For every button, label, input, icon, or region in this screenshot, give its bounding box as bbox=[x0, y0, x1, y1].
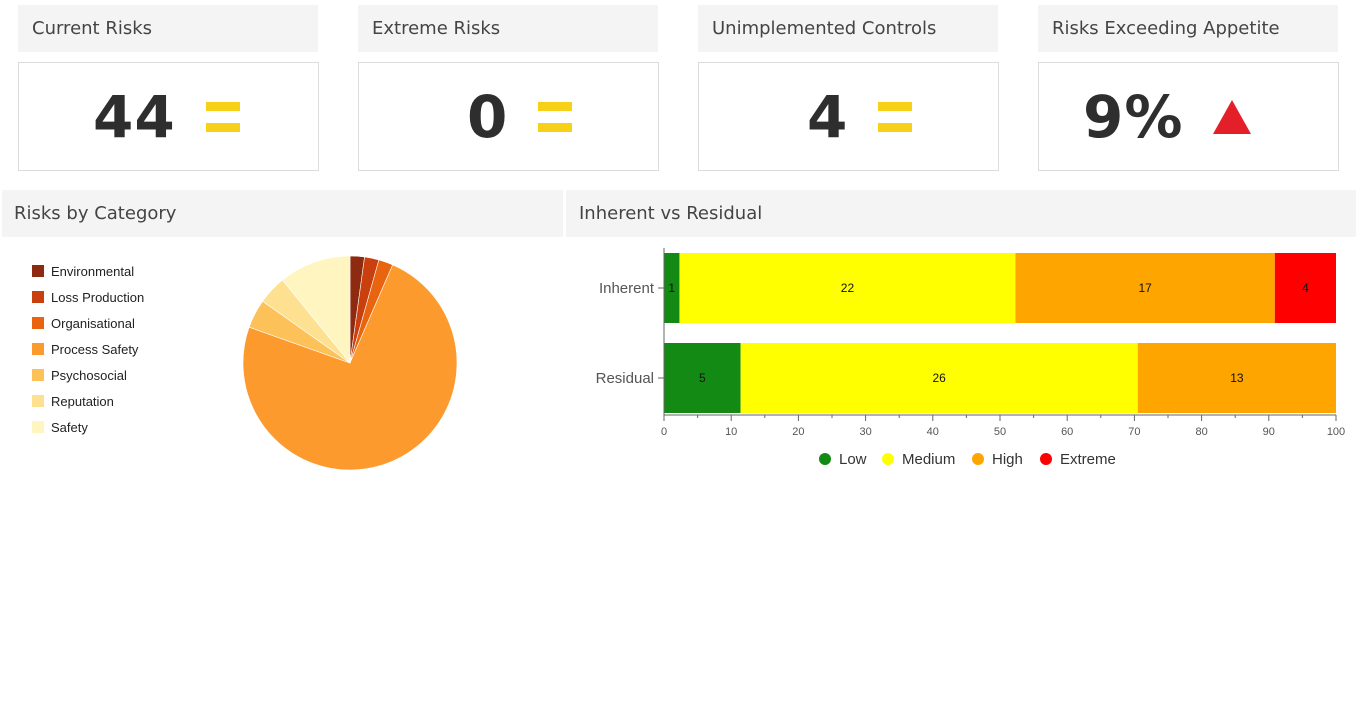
bar-segment-high-residual[interactable] bbox=[1137, 343, 1336, 413]
legend-item[interactable]: Organisational bbox=[32, 310, 144, 336]
legend-label: Process Safety bbox=[51, 341, 139, 357]
kpi-title-unimplemented-controls: Unimplemented Controls bbox=[698, 5, 998, 52]
legend-marker-low bbox=[819, 453, 831, 465]
bar-data-label: 17 bbox=[1138, 281, 1152, 295]
bar-data-label: 22 bbox=[841, 281, 855, 295]
x-tick-label: 30 bbox=[859, 426, 871, 438]
legend-swatch bbox=[32, 291, 44, 303]
legend-swatch bbox=[32, 395, 44, 407]
legend-item[interactable]: Process Safety bbox=[32, 336, 144, 362]
legend-item[interactable]: Psychosocial bbox=[32, 362, 144, 388]
legend-item[interactable]: Loss Production bbox=[32, 284, 144, 310]
legend-swatch bbox=[32, 343, 44, 355]
equal-trend-icon bbox=[878, 101, 913, 132]
legend-item[interactable]: Environmental bbox=[32, 258, 144, 284]
legend-label: Environmental bbox=[51, 263, 135, 279]
bar-data-label: 5 bbox=[699, 371, 706, 385]
kpi-card-extreme-risks[interactable]: 0 bbox=[358, 62, 659, 171]
legend-swatch bbox=[32, 421, 44, 433]
stacked-bar-chart: Inherent 1 22 17 4 Residual 5 26 13 0 10 20 30 40 50 60… bbox=[596, 248, 1345, 468]
kpi-value: 4 bbox=[807, 82, 849, 151]
x-tick-label: 20 bbox=[792, 426, 804, 438]
legend-label-medium[interactable]: Medium bbox=[902, 451, 955, 468]
legend-marker-high bbox=[972, 453, 984, 465]
category-label: Inherent bbox=[599, 280, 655, 297]
legend-label: Organisational bbox=[51, 315, 135, 331]
pie-legend: Environmental Loss Production Organisation… bbox=[32, 258, 144, 440]
legend-label: Reputation bbox=[51, 393, 114, 409]
bar-data-label: 13 bbox=[1230, 371, 1244, 385]
category-label: Residual bbox=[596, 370, 654, 387]
equal-trend-icon bbox=[538, 101, 573, 132]
pie-slice-safety[interactable] bbox=[282, 255, 351, 364]
bar-data-label: 1 bbox=[668, 281, 675, 295]
kpi-title-current-risks: Current Risks bbox=[18, 5, 318, 52]
x-tick-label: 50 bbox=[994, 426, 1006, 438]
bar-segment-low-inherent[interactable] bbox=[664, 253, 680, 323]
pie-chart bbox=[242, 255, 458, 471]
bar-segment-medium-inherent[interactable] bbox=[679, 253, 1016, 323]
kpi-value: 0 bbox=[467, 82, 509, 151]
pie-slice-process-safety[interactable] bbox=[242, 264, 458, 471]
kpi-value: 44 bbox=[93, 82, 176, 151]
legend-swatch bbox=[32, 369, 44, 381]
x-tick-label: 90 bbox=[1263, 426, 1275, 438]
x-tick-label: 60 bbox=[1061, 426, 1073, 438]
kpi-card-current-risks[interactable]: 44 bbox=[18, 62, 319, 171]
up-triangle-icon bbox=[1213, 99, 1252, 134]
legend-marker-medium bbox=[882, 453, 894, 465]
bar-data-label: 26 bbox=[933, 371, 947, 385]
bar-data-label: 4 bbox=[1302, 281, 1309, 295]
bar-segment-high-inherent[interactable] bbox=[1015, 253, 1275, 323]
x-tick-label: 70 bbox=[1128, 426, 1140, 438]
legend-marker-extreme bbox=[1040, 453, 1052, 465]
bar-segment-low-residual[interactable] bbox=[664, 343, 741, 413]
legend-label-high[interactable]: High bbox=[992, 451, 1023, 468]
legend-swatch bbox=[32, 265, 44, 277]
legend-swatch bbox=[32, 317, 44, 329]
x-tick-label: 10 bbox=[725, 426, 737, 438]
legend-label-extreme[interactable]: Extreme bbox=[1060, 451, 1116, 468]
bar-segment-medium-residual[interactable] bbox=[740, 343, 1138, 413]
x-tick-label: 0 bbox=[661, 426, 667, 438]
legend-label: Loss Production bbox=[51, 289, 145, 305]
kpi-card-unimplemented-controls[interactable]: 4 bbox=[698, 62, 999, 171]
kpi-value: 9% bbox=[1083, 82, 1184, 151]
panel-title-inherent-vs-residual: Inherent vs Residual bbox=[566, 190, 1356, 237]
kpi-card-risks-exceeding-appetite[interactable]: 9% bbox=[1038, 62, 1339, 171]
x-tick-label: 40 bbox=[927, 426, 939, 438]
bar-segment-extreme-inherent[interactable] bbox=[1274, 253, 1336, 323]
kpi-title-risks-exceeding-appetite: Risks Exceeding Appetite bbox=[1038, 5, 1338, 52]
legend-label: Psychosocial bbox=[51, 367, 127, 383]
x-tick-label: 80 bbox=[1195, 426, 1207, 438]
equal-trend-icon bbox=[205, 101, 240, 132]
legend-label-low[interactable]: Low bbox=[839, 451, 867, 468]
legend-item[interactable]: Reputation bbox=[32, 388, 144, 414]
panel-title-risks-by-category: Risks by Category bbox=[2, 190, 563, 237]
legend-label: Safety bbox=[51, 419, 88, 435]
kpi-title-extreme-risks: Extreme Risks bbox=[358, 5, 658, 52]
x-tick-label: 100 bbox=[1327, 426, 1345, 438]
legend-item[interactable]: Safety bbox=[32, 414, 144, 440]
